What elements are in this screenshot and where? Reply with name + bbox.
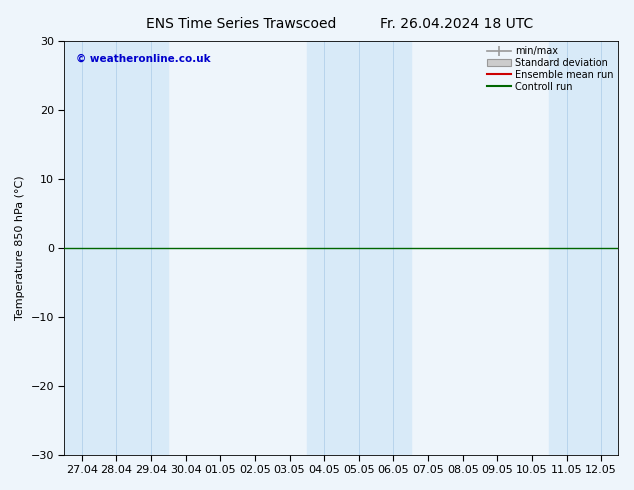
Legend: min/max, Standard deviation, Ensemble mean run, Controll run: min/max, Standard deviation, Ensemble me… [485, 44, 616, 94]
Text: Fr. 26.04.2024 18 UTC: Fr. 26.04.2024 18 UTC [380, 17, 533, 31]
Bar [65, 41, 169, 455]
Text: © weatheronline.co.uk: © weatheronline.co.uk [75, 53, 210, 64]
Text: ENS Time Series Trawscoed: ENS Time Series Trawscoed [146, 17, 336, 31]
Bar [307, 41, 411, 455]
Bar [549, 41, 619, 455]
Y-axis label: Temperature 850 hPa (°C): Temperature 850 hPa (°C) [15, 175, 25, 320]
